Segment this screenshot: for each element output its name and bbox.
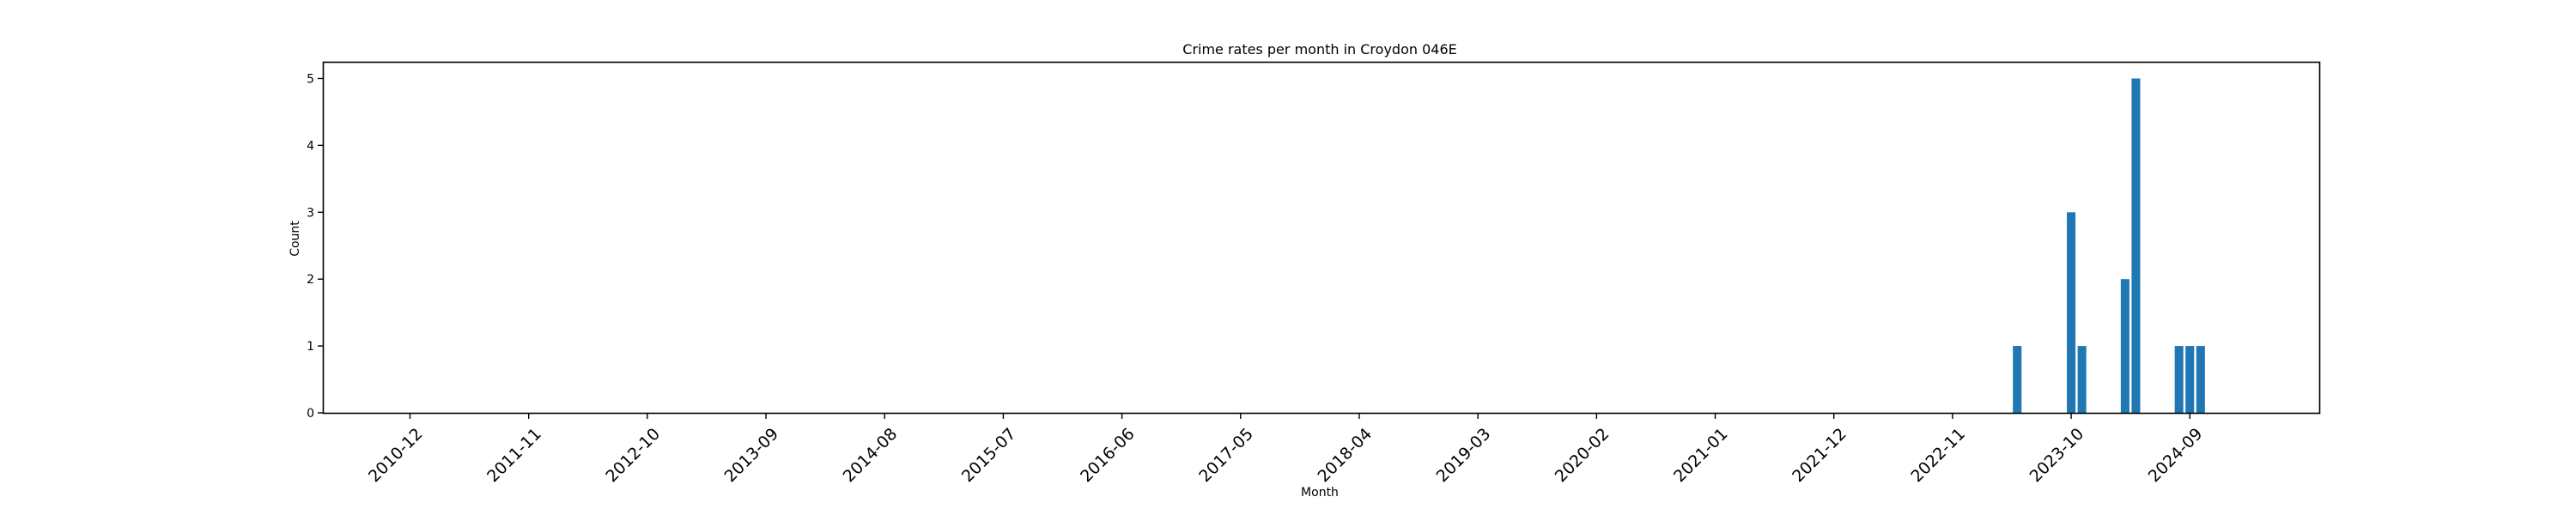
x-tick-label: 2013-09 [720, 425, 782, 487]
x-tick-label: 2024-09 [2145, 425, 2207, 487]
bar-2023-05 [2013, 346, 2022, 413]
x-tick-label: 2023-10 [2026, 425, 2088, 487]
y-tick-label: 3 [307, 206, 314, 220]
bar-2024-08 [2174, 346, 2184, 413]
bars-group [2013, 78, 2205, 413]
bar-2023-11 [2077, 346, 2087, 413]
bar-2024-04 [2131, 78, 2141, 413]
x-tick-label: 2015-07 [958, 425, 1020, 487]
x-ticks-group: 2010-12 2011-11 2012-10 2013-09 2014-08 2015-… [365, 413, 2206, 486]
chart-title: Crime rates per month in Croydon 046E [1182, 41, 1456, 58]
x-tick-label: 2012-10 [602, 425, 664, 487]
x-tick-label: 2010-12 [365, 425, 427, 487]
y-tick-label: 1 [307, 340, 314, 354]
bar-2023-10 [2067, 212, 2076, 413]
x-tick-label: 2021-01 [1670, 425, 1732, 487]
bar-2024-09 [2185, 346, 2195, 413]
y-axis-label: Count [289, 221, 302, 257]
x-axis-label: Month [1301, 486, 1339, 500]
x-tick-label: 2014-08 [840, 425, 902, 487]
x-tick-label: 2018-04 [1314, 425, 1376, 487]
bar-2024-10 [2196, 346, 2205, 413]
x-tick-label: 2020-02 [1552, 425, 1613, 487]
y-tick-label: 5 [307, 72, 314, 86]
x-tick-label: 2017-05 [1195, 425, 1257, 487]
y-ticks-group: 0 1 2 3 4 5 [307, 72, 324, 421]
bar-2024-03 [2120, 279, 2129, 413]
x-tick-label: 2021-12 [1789, 425, 1850, 487]
x-tick-label: 2019-03 [1433, 425, 1495, 487]
y-tick-label: 2 [307, 273, 314, 287]
y-tick-label: 0 [307, 407, 314, 421]
x-tick-label: 2022-11 [1907, 425, 1969, 487]
plot-frame [322, 61, 2321, 415]
x-tick-label: 2011-11 [483, 425, 545, 487]
x-tick-label: 2016-06 [1077, 425, 1139, 487]
y-tick-label: 4 [307, 139, 314, 153]
